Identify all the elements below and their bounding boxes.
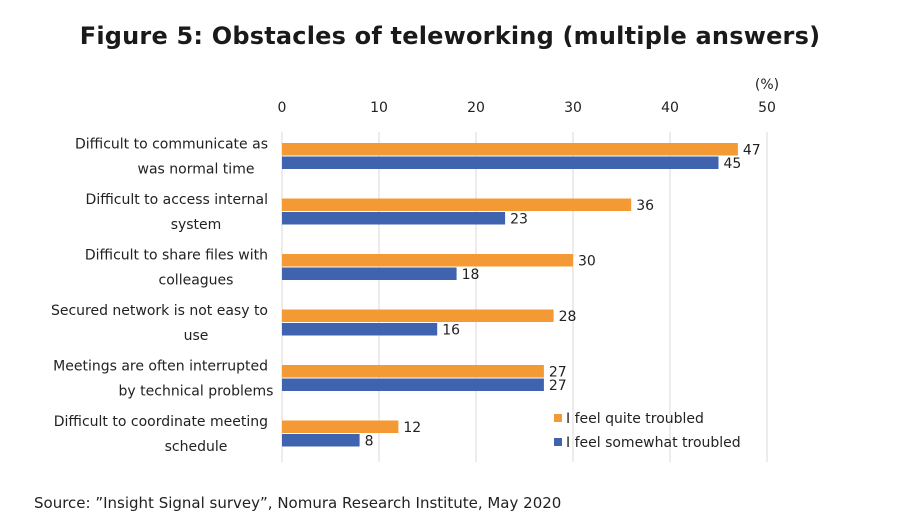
data-label: 27 <box>549 378 567 394</box>
bar <box>282 254 573 267</box>
x-tick-label: 20 <box>467 100 485 116</box>
category-label: system <box>171 217 222 233</box>
bar <box>282 309 554 322</box>
category-label: use <box>184 328 209 344</box>
x-tick-label: 0 <box>278 100 287 116</box>
data-label: 12 <box>403 420 421 436</box>
legend-swatch <box>554 438 562 446</box>
bar <box>282 212 506 225</box>
category-label: colleagues <box>159 273 234 289</box>
data-label: 47 <box>743 142 761 158</box>
category-label: was normal time <box>138 162 255 178</box>
category-label: Difficult to communicate as <box>75 137 268 153</box>
category-label: Difficult to access internal <box>86 192 268 208</box>
bar <box>282 267 457 280</box>
bar <box>282 365 544 378</box>
category-label: Difficult to coordinate meeting <box>54 414 268 430</box>
unit-label: (%) <box>755 77 779 93</box>
x-tick-label: 50 <box>758 100 776 116</box>
data-label: 23 <box>510 211 528 227</box>
category-label: Secured network is not easy to <box>51 303 268 319</box>
legend-swatch <box>554 414 562 422</box>
data-label: 8 <box>365 433 374 449</box>
category-label: Difficult to share files with <box>85 248 268 264</box>
bar <box>282 323 438 336</box>
x-tick-label: 30 <box>564 100 582 116</box>
legend-label: I feel somewhat troubled <box>566 435 741 451</box>
legend-label: I feel quite troubled <box>566 411 704 427</box>
bar <box>282 156 719 169</box>
bar <box>282 378 544 391</box>
data-label: 16 <box>442 322 460 338</box>
source-note: Source: ”Insight Signal survey”, Nomura … <box>34 494 562 512</box>
category-label: schedule <box>165 439 228 455</box>
data-label: 30 <box>578 253 596 269</box>
category-label: by technical problems <box>119 384 274 400</box>
chart-title: Figure 5: Obstacles of teleworking (mult… <box>79 22 821 50</box>
category-label: Meetings are often interrupted <box>53 359 268 375</box>
data-label: 28 <box>559 309 577 325</box>
x-tick-label: 40 <box>661 100 679 116</box>
data-label: 45 <box>724 156 742 172</box>
x-tick-label: 10 <box>370 100 388 116</box>
data-label: 18 <box>462 267 480 283</box>
bar <box>282 420 399 433</box>
data-label: 36 <box>636 198 654 214</box>
data-label: 27 <box>549 364 567 380</box>
bar <box>282 198 632 211</box>
bar <box>282 143 738 156</box>
bar <box>282 434 360 447</box>
